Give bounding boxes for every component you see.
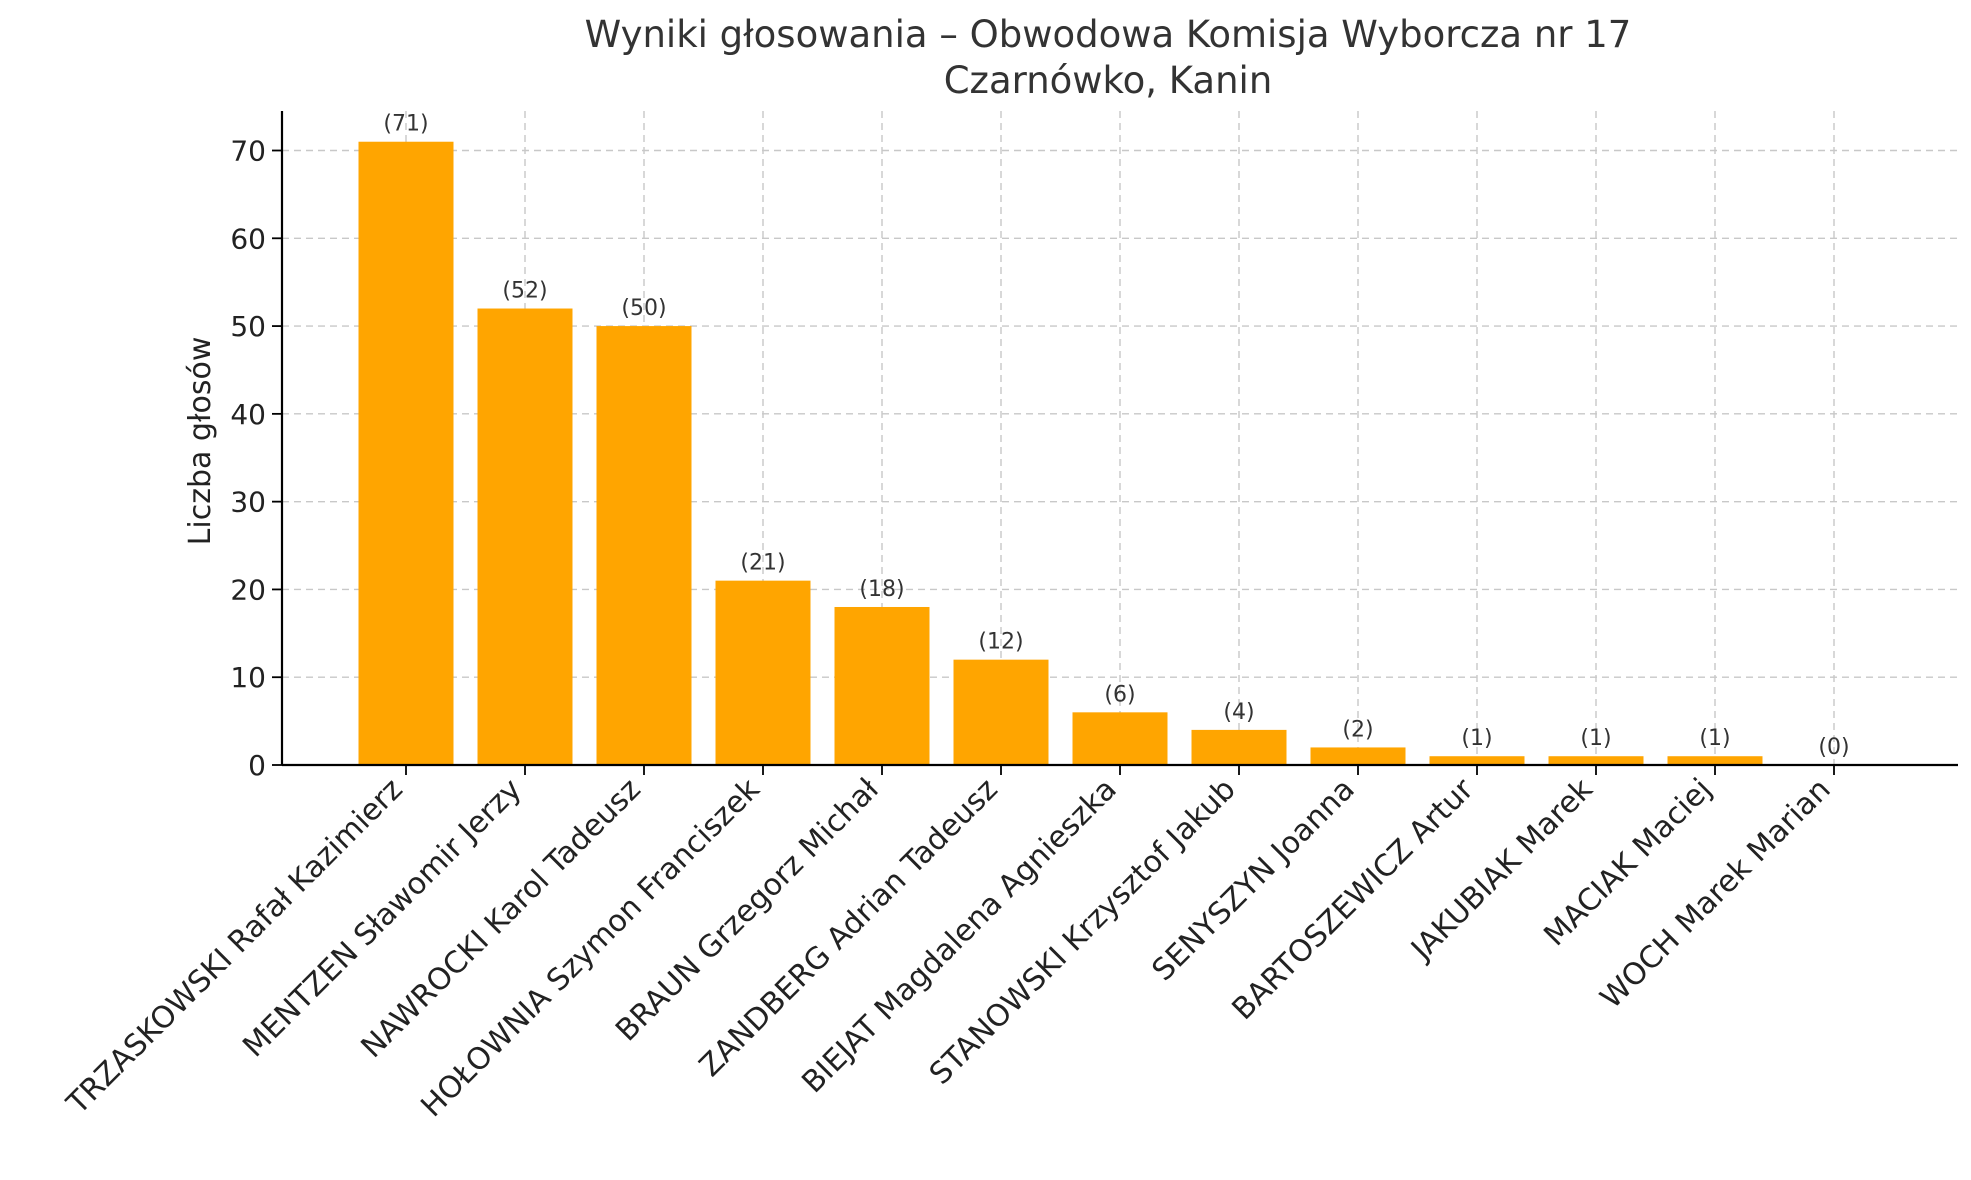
data-label: (4) [1223,700,1254,725]
data-label: (50) [621,296,666,321]
data-label: (18) [859,577,904,602]
data-label: (1) [1699,726,1730,751]
data-label: (12) [978,630,1023,655]
data-label: (1) [1461,726,1492,751]
y-tick-label: 0 [248,749,266,782]
y-tick-label: 10 [230,661,266,694]
bar [1310,747,1406,765]
bar [1667,756,1763,765]
data-label: (0) [1818,735,1849,760]
bar [1072,712,1168,765]
y-ticks: 0 10 20 30 40 50 60 70 [230,135,282,782]
data-label: (52) [502,279,547,304]
bar [1548,756,1644,765]
data-label: (71) [383,112,428,137]
y-tick-label: 60 [230,222,266,255]
bar [477,308,573,765]
y-tick-label: 20 [230,573,266,606]
chart-subtitle: Czarnówko, Kanin [944,59,1273,102]
bar [596,326,692,765]
y-axis-label: Liczba głosów [183,337,218,546]
y-tick-label: 40 [230,398,266,431]
x-tick-label: SENYSZYN Joanna [1146,772,1362,988]
bar [953,659,1049,765]
bar [715,580,811,765]
chart-title: Wyniki głosowania – Obwodowa Komisja Wyb… [585,13,1632,56]
data-labels: (71) (52) (50) (21) (18) (12) (6) (4) (2) (1) (1) (… [383,112,1849,760]
x-tick-label: WOCH Marek Marian [1594,772,1838,1016]
bar [358,141,454,765]
data-label: (1) [1580,726,1611,751]
data-label: (21) [740,551,785,576]
y-tick-label: 30 [230,486,266,519]
y-tick-label: 50 [230,310,266,343]
bar [1191,729,1287,765]
x-tick-label: BARTOSZEWICZ Artur [1226,771,1482,1027]
data-label: (6) [1104,682,1135,707]
bars [358,141,1763,765]
bar [834,606,930,765]
bar [1429,756,1525,765]
y-tick-label: 70 [230,135,266,168]
data-label: (2) [1342,717,1373,742]
